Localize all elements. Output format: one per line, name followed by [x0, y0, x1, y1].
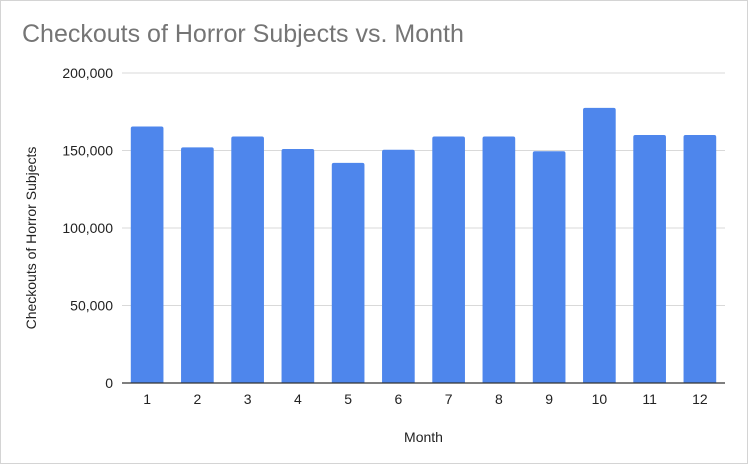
bar	[281, 148, 315, 383]
x-tick-label: 3	[244, 391, 252, 407]
x-tick-label: 10	[592, 391, 608, 407]
bar	[683, 135, 717, 383]
x-axis-title: Month	[404, 429, 443, 445]
y-axis-ticks: 0 50,000 100,000 150,000 200,000	[62, 65, 113, 391]
y-tick-label: 100,000	[62, 220, 113, 236]
chart-title: Checkouts of Horror Subjects vs. Month	[22, 20, 464, 48]
gridlines	[122, 72, 725, 306]
x-tick-label: 5	[344, 391, 352, 407]
y-tick-label: 50,000	[70, 298, 113, 314]
x-axis-ticks: 1 2 3 4 5 6 7 8 9 10 11 12	[143, 391, 708, 407]
x-tick-label: 7	[445, 391, 453, 407]
bar	[181, 147, 214, 383]
x-tick-label: 2	[193, 391, 201, 407]
bar	[130, 126, 164, 383]
y-tick-label: 0	[105, 375, 113, 391]
bar	[583, 107, 616, 383]
bar	[432, 136, 465, 383]
x-tick-label: 4	[294, 391, 302, 407]
bar	[331, 162, 365, 383]
x-tick-label: 12	[692, 391, 708, 407]
x-tick-label: 11	[642, 391, 657, 407]
y-tick-label: 150,000	[62, 143, 113, 159]
y-tick-label: 200,000	[62, 65, 113, 81]
bar	[532, 151, 566, 383]
bar	[231, 136, 264, 383]
bar	[633, 135, 666, 383]
x-tick-label: 6	[394, 391, 402, 407]
bars	[130, 107, 717, 383]
y-axis-title: Checkouts of Horror Subjects	[23, 147, 39, 330]
x-tick-label: 8	[495, 391, 503, 407]
x-tick-label: 1	[143, 391, 151, 407]
x-tick-label: 9	[545, 391, 553, 407]
bar	[482, 136, 516, 383]
bar	[382, 149, 415, 383]
